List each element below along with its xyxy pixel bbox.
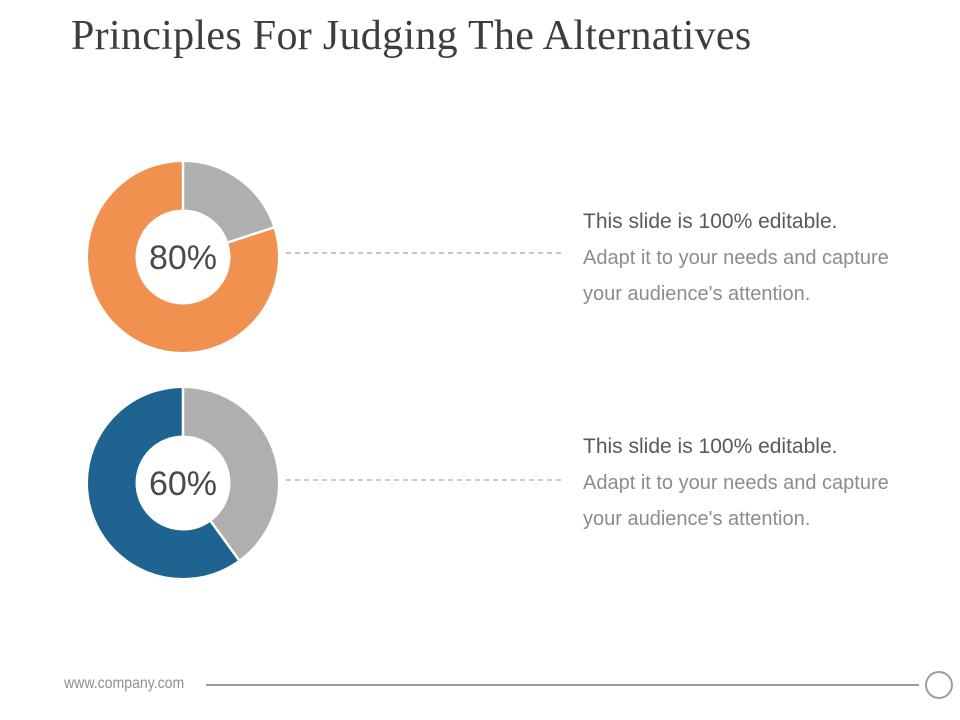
dashed-connector-1 [286, 252, 562, 254]
body-line: your audience's attention. [583, 283, 811, 305]
footer-divider-line [206, 684, 919, 686]
website-url: www.company.com [64, 675, 185, 692]
donut-center-label: 60% [149, 465, 217, 503]
body-line: Adapt it to your needs and capture [583, 472, 889, 494]
donut-chart-svg: 60% [88, 388, 278, 578]
text-block-2: This slide is 100% editable. Adapt it to… [583, 429, 913, 537]
body-line: Adapt it to your needs and capture [583, 247, 889, 269]
donut-chart-svg: 80% [88, 162, 278, 352]
donut-chart-80: 80% [88, 162, 278, 352]
footer-circle-icon [925, 671, 953, 699]
donut-chart-60: 60% [88, 388, 278, 578]
page-title: Principles For Judging The Alternatives [71, 13, 752, 59]
editable-heading: This slide is 100% editable. [583, 210, 838, 233]
donut-center-label: 80% [149, 239, 217, 277]
text-block-1: This slide is 100% editable. Adapt it to… [583, 204, 913, 312]
editable-heading: This slide is 100% editable. [583, 435, 838, 458]
body-line: your audience's attention. [583, 508, 811, 530]
segment-separator [226, 226, 274, 244]
segment-separator [209, 519, 240, 561]
dashed-connector-2 [286, 479, 562, 481]
